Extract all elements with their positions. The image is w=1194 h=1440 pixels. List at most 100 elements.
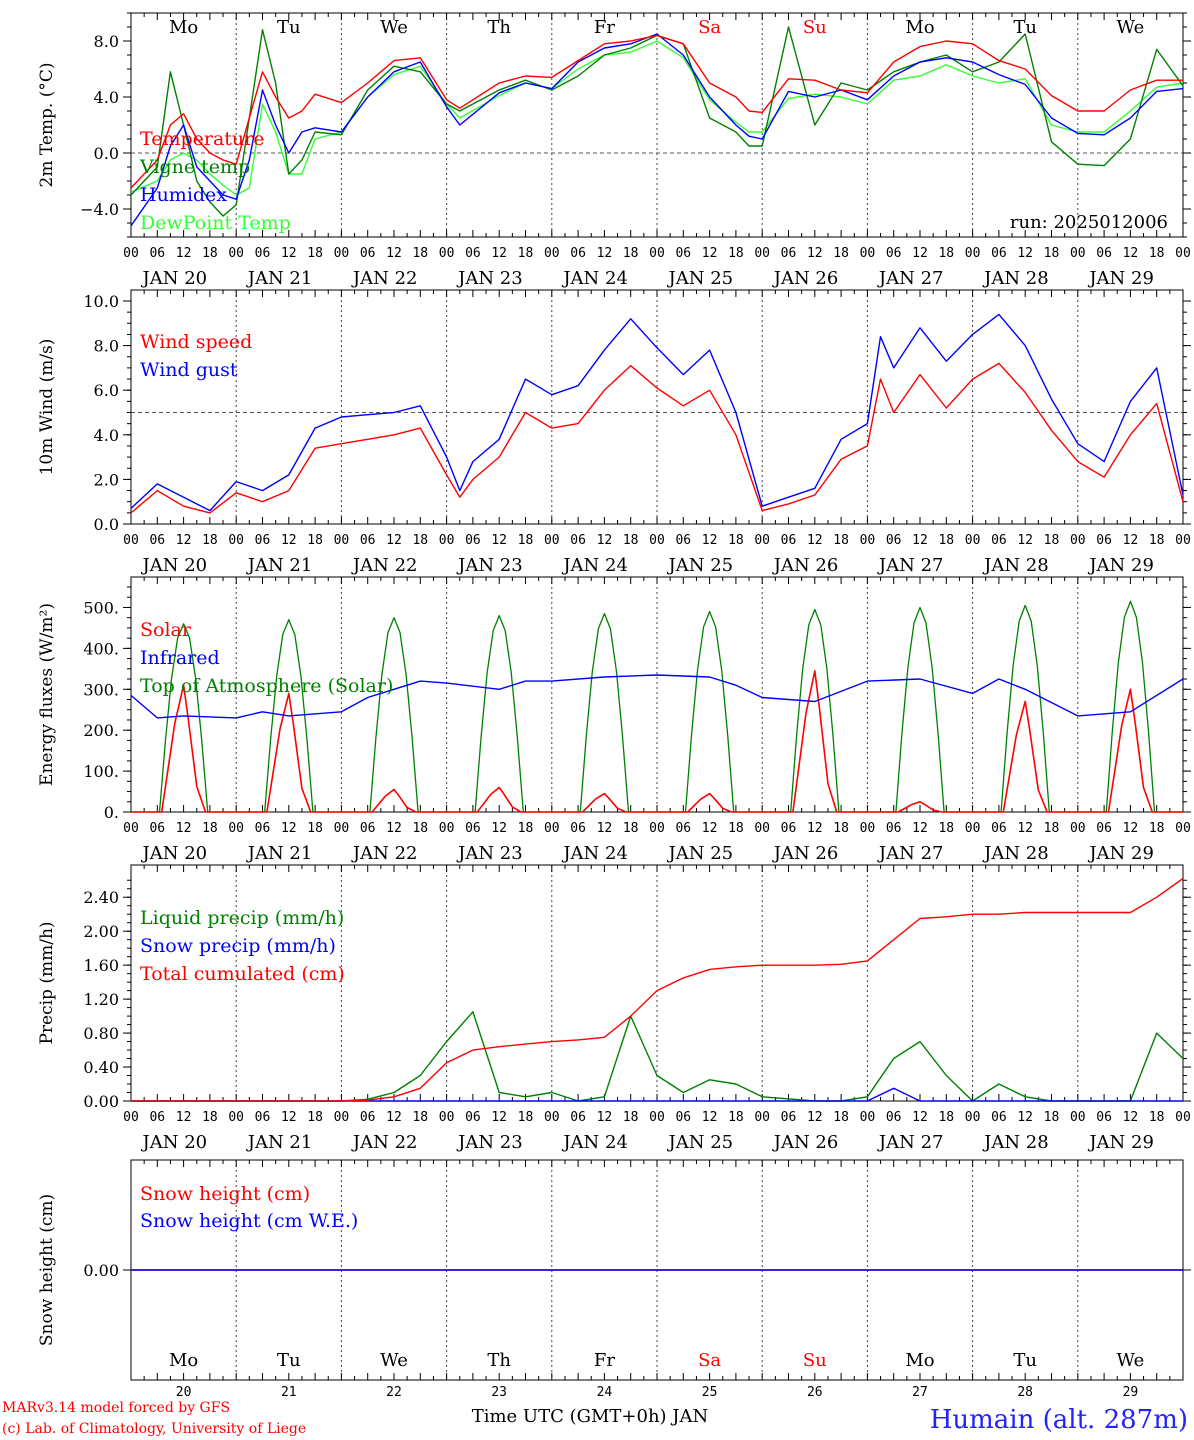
hour-tick-label: 06 — [781, 533, 797, 548]
date-label: JAN 26 — [772, 555, 839, 576]
day-name-label: Fr — [594, 1350, 615, 1371]
hour-tick-label: 18 — [412, 246, 428, 261]
hour-tick-label: 12 — [1123, 246, 1139, 261]
y-tick-label: 0.40 — [83, 1058, 119, 1077]
legend-entry: Snow height (cm W.E.) — [140, 1210, 358, 1232]
hour-tick-label: 12 — [176, 246, 192, 261]
day-name-label: We — [380, 1350, 408, 1371]
y-tick-label: 0.00 — [83, 1092, 119, 1111]
y-tick-label: −4.0 — [80, 200, 119, 219]
hour-tick-label: 18 — [1044, 246, 1060, 261]
day-name-label: Tu — [277, 17, 301, 38]
hour-tick-label: 06 — [781, 246, 797, 261]
y-tick-label: 200. — [83, 721, 119, 740]
date-label: JAN 20 — [141, 268, 208, 289]
hour-tick-label: 12 — [1017, 533, 1033, 548]
hour-tick-label: 06 — [991, 533, 1007, 548]
hour-tick-label: 06 — [886, 821, 902, 836]
hour-tick-label: 18 — [518, 246, 534, 261]
date-label: JAN 27 — [877, 268, 944, 289]
hour-tick-label: 00 — [1175, 246, 1191, 261]
date-label: JAN 23 — [456, 555, 523, 576]
hour-tick-label: 18 — [833, 1110, 849, 1125]
hour-tick-label: 00 — [544, 1110, 560, 1125]
date-label: JAN 24 — [561, 843, 628, 864]
series-line-humidex — [130, 33, 1184, 227]
series-line-infrared — [130, 674, 1184, 719]
series-line-vigne-temp — [130, 26, 1184, 217]
run-annotation: run: 2025012006 — [1010, 212, 1168, 233]
y-tick-label: 400. — [83, 639, 119, 658]
hour-tick-label: 18 — [938, 246, 954, 261]
legend-entry: Humidex — [140, 184, 227, 206]
hour-tick-label: 00 — [1175, 533, 1191, 548]
hour-tick-label: 12 — [1017, 246, 1033, 261]
hour-tick-label: 12 — [491, 246, 507, 261]
panel-1: −4.0 0.0 4.0 8.0 2m Temp. (°C) Temperature Vig… — [37, 12, 1191, 289]
hour-tick-label: 00 — [334, 1110, 350, 1125]
date-label: JAN 21 — [246, 843, 313, 864]
hour-tick-label: 18 — [412, 533, 428, 548]
day-number-label: 21 — [281, 1385, 297, 1400]
y-tick-label: 2.0 — [94, 470, 119, 489]
hour-tick-label: 18 — [1044, 821, 1060, 836]
hour-tick-label: 06 — [149, 246, 165, 261]
hour-tick-label: 00 — [649, 821, 665, 836]
hour-tick-label: 18 — [1149, 1110, 1165, 1125]
legend-entry: Temperature — [140, 128, 264, 150]
hour-tick-label: 06 — [1096, 1110, 1112, 1125]
hour-tick-label: 06 — [675, 821, 691, 836]
hour-tick-label: 18 — [518, 821, 534, 836]
y-tick-label: 10.0 — [83, 292, 119, 311]
hour-tick-label: 06 — [1096, 533, 1112, 548]
hour-tick-label: 00 — [439, 246, 455, 261]
legend-entry: Wind gust — [140, 359, 238, 381]
hour-tick-label: 00 — [965, 533, 981, 548]
hour-tick-label: 06 — [781, 821, 797, 836]
y-tick-label: 6.0 — [94, 381, 119, 400]
hour-tick-label: 00 — [1070, 533, 1086, 548]
hour-tick-label: 06 — [991, 246, 1007, 261]
hour-tick-label: 12 — [491, 1110, 507, 1125]
day-name-label: Sa — [698, 1350, 721, 1371]
station-name: Humain (alt. 287m) — [930, 1405, 1188, 1435]
day-name-label: We — [1117, 17, 1145, 38]
date-label: JAN 25 — [667, 843, 734, 864]
y-tick-label: 1.60 — [83, 956, 119, 975]
hour-tick-label: 00 — [123, 246, 139, 261]
hour-tick-label: 06 — [465, 821, 481, 836]
hour-tick-label: 18 — [307, 246, 323, 261]
hour-tick-label: 18 — [202, 246, 218, 261]
hour-tick-label: 18 — [307, 533, 323, 548]
hour-tick-label: 06 — [570, 533, 586, 548]
hour-tick-label: 06 — [570, 821, 586, 836]
hour-tick-label: 00 — [860, 533, 876, 548]
hour-tick-label: 00 — [1070, 1110, 1086, 1125]
hour-tick-label: 12 — [597, 821, 613, 836]
hour-tick-label: 12 — [1017, 1110, 1033, 1125]
date-label: JAN 29 — [1087, 268, 1154, 289]
hour-tick-label: 12 — [702, 246, 718, 261]
hour-tick-label: 06 — [465, 533, 481, 548]
hour-tick-label: 06 — [255, 533, 271, 548]
hour-tick-label: 12 — [491, 533, 507, 548]
hour-tick-label: 00 — [649, 246, 665, 261]
hour-tick-label: 06 — [1096, 246, 1112, 261]
series-line-temperature — [130, 34, 1183, 189]
date-label: JAN 26 — [772, 843, 839, 864]
hour-tick-label: 12 — [597, 1110, 613, 1125]
date-label: JAN 27 — [877, 843, 944, 864]
hour-tick-label: 18 — [518, 533, 534, 548]
hour-tick-label: 12 — [912, 533, 928, 548]
date-label: JAN 24 — [561, 268, 628, 289]
series-line-wind-gust — [130, 313, 1184, 512]
hour-tick-label: 18 — [623, 821, 639, 836]
legend-entry: DewPoint Temp — [140, 212, 291, 234]
hour-tick-label: 06 — [570, 1110, 586, 1125]
hour-tick-label: 12 — [1123, 533, 1139, 548]
legend-entry: Snow precip (mm/h) — [140, 935, 336, 957]
day-name-label: Mo — [169, 1350, 198, 1371]
date-label: JAN 25 — [667, 268, 734, 289]
hour-tick-label: 12 — [176, 1110, 192, 1125]
hour-tick-label: 18 — [623, 1110, 639, 1125]
